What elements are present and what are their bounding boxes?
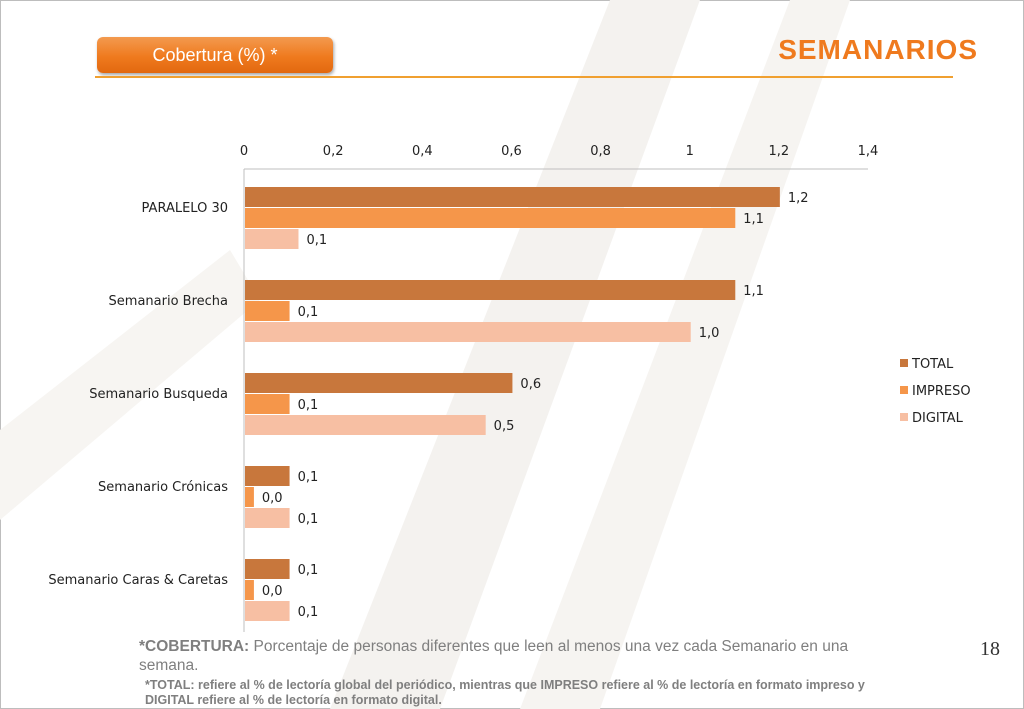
- data-label: 0,1: [298, 398, 319, 413]
- total-footnote: *TOTAL: refiere al % de lectoría global …: [145, 678, 865, 707]
- x-tick-label: 0,8: [590, 144, 611, 159]
- x-tick-label: 1,2: [769, 144, 790, 159]
- category-label: Semanario Brecha: [109, 294, 228, 309]
- bar-impreso: [245, 580, 254, 600]
- data-label: 1,2: [788, 191, 809, 206]
- data-label: 0,6: [520, 377, 541, 392]
- category-label: Semanario Caras & Caretas: [48, 573, 228, 588]
- bar-digital: [245, 229, 299, 249]
- bar-impreso: [245, 301, 290, 321]
- data-label: 1,1: [743, 284, 764, 299]
- x-tick-label: 1: [686, 144, 694, 159]
- bar-impreso: [245, 208, 736, 228]
- coverage-badge: Cobertura (%) *: [97, 37, 333, 73]
- data-label: 0,1: [298, 605, 319, 620]
- legend-label: TOTAL: [911, 357, 954, 372]
- x-tick-label: 1,4: [858, 144, 879, 159]
- data-label: 0,0: [262, 491, 283, 506]
- page-number: 18: [980, 638, 1000, 660]
- cobertura-label: *COBERTURA:: [139, 638, 250, 655]
- data-label: 1,1: [743, 212, 764, 227]
- data-label: 0,1: [298, 470, 319, 485]
- bar-digital: [245, 415, 486, 435]
- category-label: Semanario Busqueda: [89, 387, 228, 402]
- legend-label: DIGITAL: [912, 411, 964, 426]
- legend-label: IMPRESO: [912, 384, 971, 399]
- bar-total: [245, 280, 736, 300]
- x-tick-label: 0,6: [501, 144, 522, 159]
- header-divider: [95, 76, 953, 78]
- legend-swatch-total: [900, 359, 908, 367]
- legend-swatch-digital: [900, 413, 908, 421]
- bar-total: [245, 187, 780, 207]
- cobertura-footnote: *COBERTURA: Porcentaje de personas difer…: [139, 637, 889, 675]
- bar-digital: [245, 601, 290, 621]
- x-tick-label: 0: [240, 144, 248, 159]
- data-label: 0,1: [298, 563, 319, 578]
- page-title: SEMANARIOS: [778, 34, 978, 65]
- bar-total: [245, 373, 513, 393]
- data-label: 1,0: [699, 326, 720, 341]
- data-label: 0,1: [298, 305, 319, 320]
- legend-swatch-impreso: [900, 386, 908, 394]
- data-label: 0,5: [494, 419, 515, 434]
- bar-digital: [245, 508, 290, 528]
- category-label: PARALELO 30: [142, 201, 228, 216]
- cobertura-text: Porcentaje de personas diferentes que le…: [139, 638, 849, 674]
- x-tick-label: 0,4: [412, 144, 433, 159]
- bar-total: [245, 466, 290, 486]
- data-label: 0,1: [306, 233, 327, 248]
- x-tick-label: 0,2: [323, 144, 344, 159]
- bar-total: [245, 559, 290, 579]
- bar-impreso: [245, 487, 254, 507]
- data-label: 0,0: [262, 584, 283, 599]
- data-label: 0,1: [298, 512, 319, 527]
- bar-digital: [245, 322, 691, 342]
- bar-impreso: [245, 394, 290, 414]
- category-label: Semanario Crónicas: [98, 480, 228, 495]
